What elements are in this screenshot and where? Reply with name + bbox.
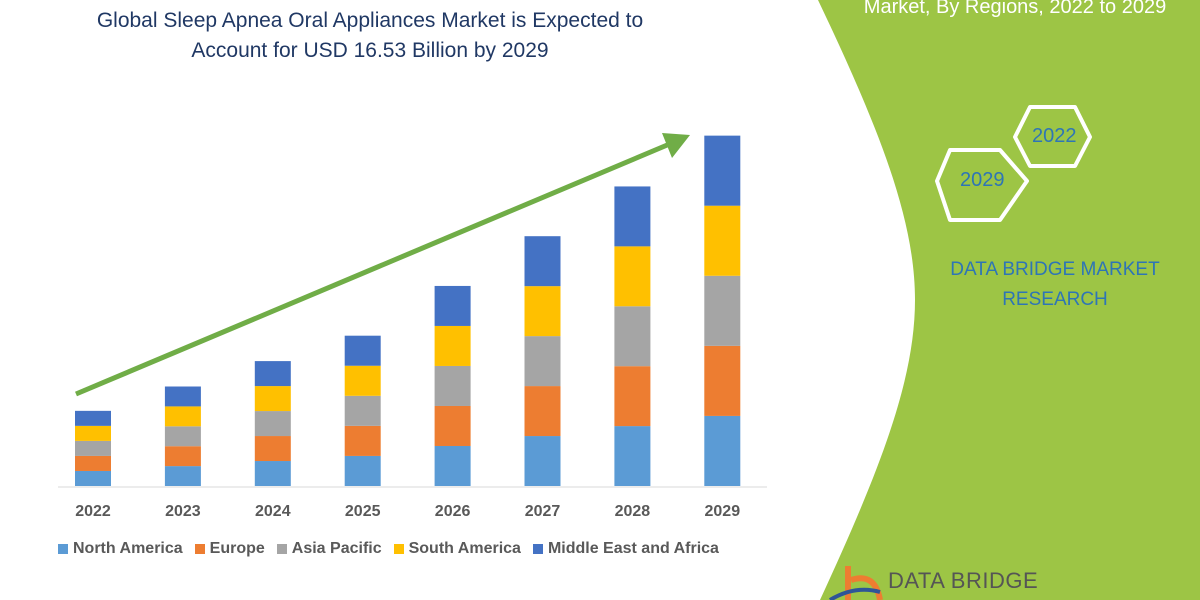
bar-segment-2026-asia-pacific (434, 365, 471, 406)
legend-swatch (276, 544, 287, 554)
green-side-panel (818, 0, 1200, 600)
legend-label: Middle East and Africa (547, 540, 719, 557)
bar-segment-2025-south-america (344, 365, 381, 396)
title-line-2: Account for USD 16.53 Billion by 2029 (191, 39, 549, 62)
legend-item: North America (58, 540, 183, 558)
trend-arrow (75, 133, 690, 397)
legend-item: Asia Pacific (276, 540, 382, 558)
hexagon-2029 (935, 148, 1029, 222)
hex-label-2029: 2029 (960, 169, 1005, 191)
legend: North America Europe Asia Pacific South Ame… (58, 540, 719, 558)
bar-segment-2025-europe (344, 425, 381, 456)
bar-segment-2025-north-america (344, 455, 381, 486)
bar-segment-2028-asia-pacific (614, 306, 651, 367)
bar-segment-2027-middle-east-and-africa (524, 236, 561, 287)
x-tick-label: 2028 (614, 503, 651, 520)
bar-segment-2027-south-america (524, 286, 561, 337)
legend-label: North America (73, 540, 183, 557)
bar-segment-2029-north-america (704, 415, 741, 486)
bar-segment-2029-europe (704, 345, 741, 416)
bar-segment-2022-europe (75, 455, 111, 471)
bar-segment-2025-asia-pacific (344, 395, 381, 426)
bar-segment-2027-asia-pacific (524, 336, 561, 387)
bar-segment-2029-middle-east-and-africa (704, 135, 741, 206)
hex-label-2022: 2022 (1032, 125, 1077, 147)
bar-segment-2028-middle-east-and-africa (614, 186, 651, 247)
bar-segment-2024-asia-pacific (254, 411, 291, 437)
bar-segment-2026-middle-east-and-africa (434, 285, 471, 326)
bar-segment-2028-north-america (614, 426, 651, 486)
legend-swatch (532, 544, 543, 554)
x-tick-label: 2026 (434, 503, 471, 520)
x-tick-label: 2029 (704, 503, 741, 520)
bar-segment-2029-asia-pacific (704, 275, 741, 346)
bar-segment-2026-north-america (434, 445, 471, 486)
bar-segment-2022-south-america (75, 425, 111, 441)
bar-segment-2028-europe (614, 366, 651, 427)
bar-segment-2024-middle-east-and-africa (254, 361, 291, 387)
legend-swatch (393, 544, 404, 554)
x-tick-label: 2024 (255, 503, 291, 520)
legend-swatch (194, 544, 205, 554)
legend-item: Middle East and Africa (532, 540, 719, 558)
bar-segment-2023-europe (164, 446, 201, 467)
legend-item: Europe (194, 540, 265, 558)
x-tick-label: 2025 (344, 503, 381, 520)
chart-title: Global Sleep Apnea Oral Appliances Marke… (40, 6, 700, 66)
legend-label: Europe (209, 540, 265, 557)
legend-swatch (58, 544, 68, 554)
logo-icon (828, 566, 883, 600)
hexagon-2022 (1013, 105, 1092, 168)
bar-segment-2022-middle-east-and-africa (75, 410, 111, 426)
legend-label: Asia Pacific (291, 540, 382, 557)
bar-segment-2023-middle-east-and-africa (164, 386, 201, 407)
bar-segment-2023-asia-pacific (164, 426, 201, 447)
bar-segment-2022-asia-pacific (75, 440, 111, 456)
bar-segment-2029-south-america (704, 205, 741, 276)
logo-text: DATA BRIDGE (888, 568, 1039, 593)
x-tick-label: 2023 (165, 503, 201, 520)
bar-segment-2023-north-america (164, 466, 201, 486)
brand-line-2: RESEARCH (1002, 289, 1108, 310)
bar-segment-2027-north-america (524, 436, 561, 486)
bar-segment-2028-south-america (614, 246, 651, 307)
bar-segment-2022-north-america (75, 470, 111, 486)
x-tick-label: 2027 (524, 503, 561, 520)
brand-text: DATA BRIDGE MARKET RESEARCH (920, 255, 1190, 315)
bar-segment-2026-europe (434, 405, 471, 446)
bar-segment-2025-middle-east-and-africa (344, 335, 381, 366)
legend-item: South America (393, 540, 521, 558)
title-line-1: Global Sleep Apnea Oral Appliances Marke… (96, 9, 644, 32)
bar-segment-2024-north-america (254, 461, 291, 486)
brand-line-1: DATA BRIDGE MARKET (950, 259, 1160, 280)
bar-segment-2027-europe (524, 386, 561, 437)
x-tick-label: 2022 (75, 503, 111, 520)
legend-label: South America (408, 540, 521, 557)
bar-segment-2024-south-america (254, 386, 291, 412)
bar-segment-2026-south-america (434, 325, 471, 366)
bar-segment-2023-south-america (164, 406, 201, 427)
side-panel-title: Market, By Regions, 2022 to 2029 (863, 0, 1167, 18)
bar-segment-2024-europe (254, 436, 291, 462)
